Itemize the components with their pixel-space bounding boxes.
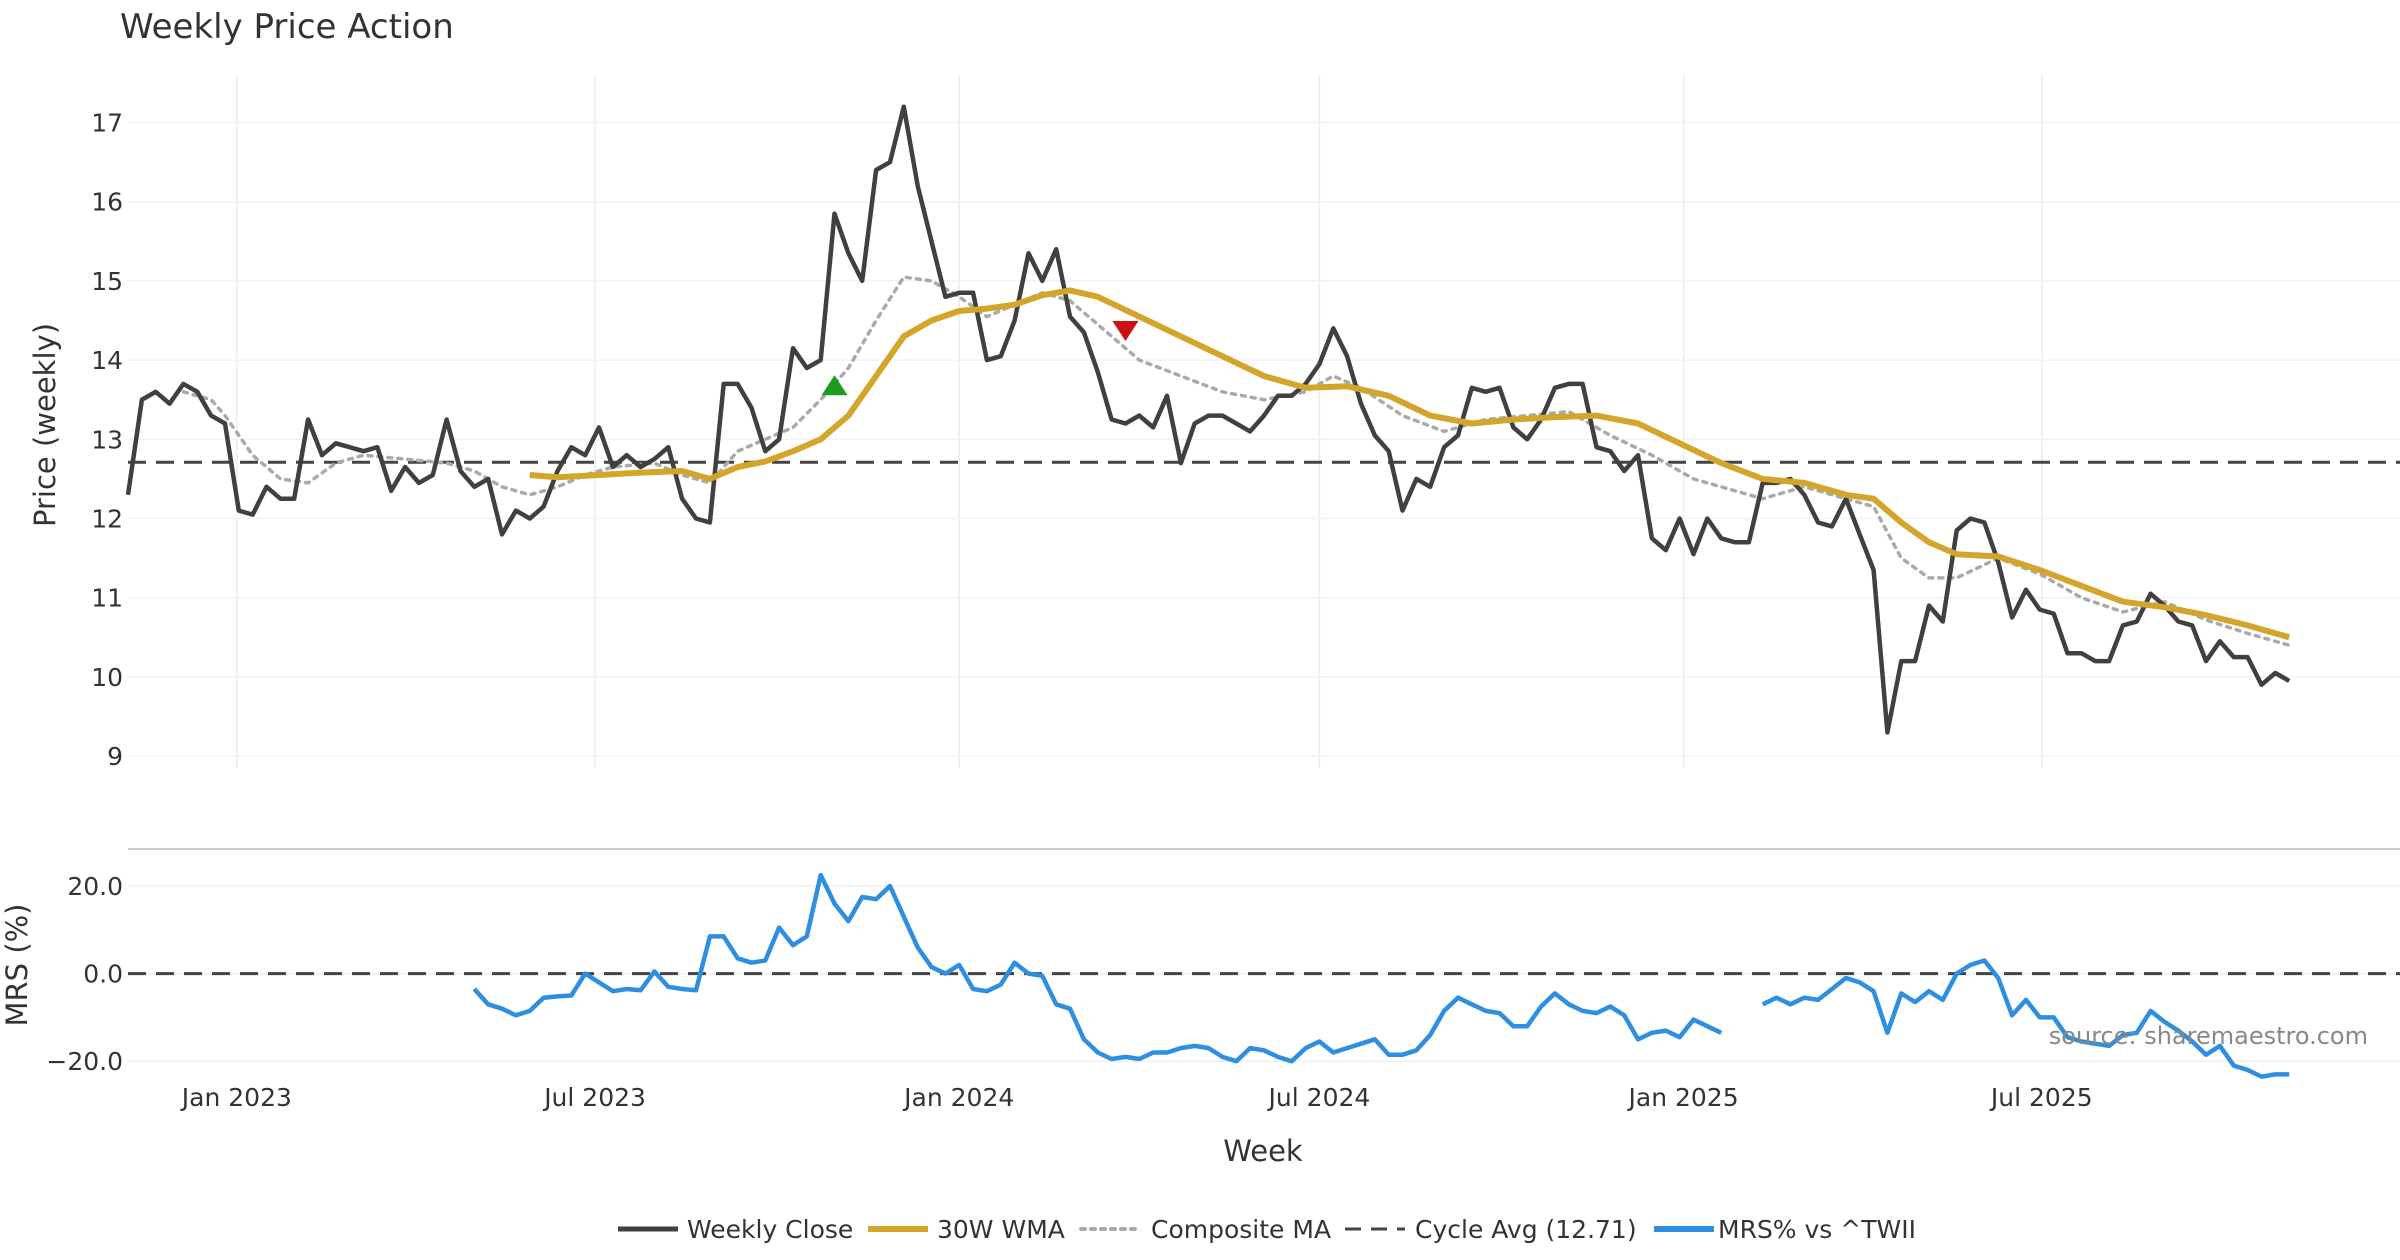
x-tick-label: Jan 2025: [1627, 1083, 1739, 1112]
x-tick-label: Jan 2023: [180, 1083, 292, 1112]
price-y-tick-label: 9: [107, 742, 123, 771]
price-y-tick-label: 12: [91, 505, 123, 534]
legend-label-wma: 30W WMA: [937, 1215, 1065, 1244]
x-tick-label: Jan 2024: [902, 1083, 1014, 1112]
x-axis-label: Week: [1223, 1134, 1303, 1168]
legend-item-composite: Composite MA: [1079, 1215, 1331, 1244]
price-y-tick-label: 13: [91, 425, 123, 454]
price-y-tick-label: 11: [91, 584, 123, 613]
mrs-y-tick-label: 20.0: [67, 872, 123, 901]
legend-item-weekly-close: Weekly Close: [618, 1215, 853, 1244]
mrs-line: [472, 872, 2290, 1079]
mrs-y-ticks: 20.0 0.0 −20.0: [46, 872, 123, 1076]
x-tick-label: Jul 2025: [1989, 1083, 2093, 1112]
legend-label-composite: Composite MA: [1151, 1215, 1331, 1244]
legend-label-cycle-avg: Cycle Avg (12.71): [1415, 1215, 1637, 1244]
x-tick-label: Jul 2024: [1267, 1083, 1371, 1112]
legend-item-cycle-avg: Cycle Avg (12.71): [1345, 1215, 1637, 1244]
legend-item-wma: 30W WMA: [868, 1215, 1065, 1244]
sell-signal-marker: [1112, 321, 1139, 342]
chart-title: Weekly Price Action: [120, 7, 454, 47]
buy-signal-marker: [821, 375, 848, 396]
source-note: source: sharemaestro.com: [2049, 1022, 2368, 1050]
weekly-close-line: [125, 104, 2291, 735]
wma-30w-line: [529, 287, 2291, 641]
mrs-y-axis-label: MRS (%): [0, 904, 34, 1027]
price-y-tick-label: 17: [91, 109, 123, 138]
x-tick-label: Jul 2023: [542, 1083, 646, 1112]
price-y-tick-label: 16: [91, 188, 123, 217]
price-gridlines: [128, 75, 2400, 768]
mrs-y-tick-label: 0.0: [83, 960, 123, 989]
price-y-ticks: 9 10 11 12 13 14 15 16 17: [91, 109, 123, 772]
price-y-tick-label: 14: [91, 346, 123, 375]
price-y-tick-label: 15: [91, 267, 123, 296]
x-axis-ticks: Jan 2023 Jul 2023 Jan 2024 Jul 2024 Jan 2025…: [180, 1083, 2093, 1112]
legend-item-mrs: MRS% vs ^TWII: [1654, 1215, 1916, 1244]
price-y-axis-label: Price (weekly): [28, 323, 62, 527]
legend-label-mrs: MRS% vs ^TWII: [1718, 1215, 1916, 1244]
legend-label-weekly-close: Weekly Close: [687, 1215, 853, 1244]
mrs-y-tick-label: −20.0: [46, 1047, 123, 1076]
legend: Weekly Close 30W WMA Composite MA Cycle …: [618, 1215, 1916, 1244]
price-y-tick-label: 10: [91, 663, 123, 692]
